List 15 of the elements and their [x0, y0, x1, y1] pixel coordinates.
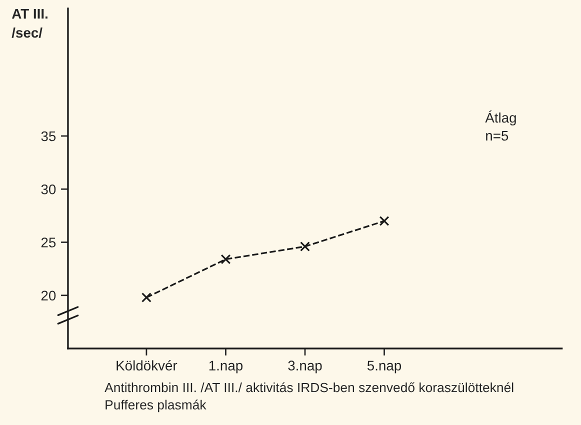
- point: [300, 242, 310, 252]
- point: [220, 254, 231, 264]
- y-tick-label: 35: [41, 131, 56, 142]
- y-tick-label: 20: [41, 290, 56, 301]
- x-tick-label: Köldökvér: [116, 360, 178, 371]
- point: [379, 216, 390, 226]
- text: Antithrombin III. /AT III./ aktivitás IRDS-ben szenvedő koraszülötteknél Pufferes plasmák: [104, 382, 514, 412]
- y-axis-title: AT III. /sec/: [12, 9, 48, 38]
- text: Átlag n=5: [485, 110, 516, 141]
- x-tick-label: 5.nap: [367, 360, 402, 374]
- point: [141, 292, 152, 302]
- x-tick-label: 3.nap: [288, 360, 322, 374]
- x-tick-label: 1.nap: [209, 360, 243, 374]
- y-tick-label: 25: [41, 238, 56, 248]
- y-tick-label: 30: [41, 184, 56, 194]
